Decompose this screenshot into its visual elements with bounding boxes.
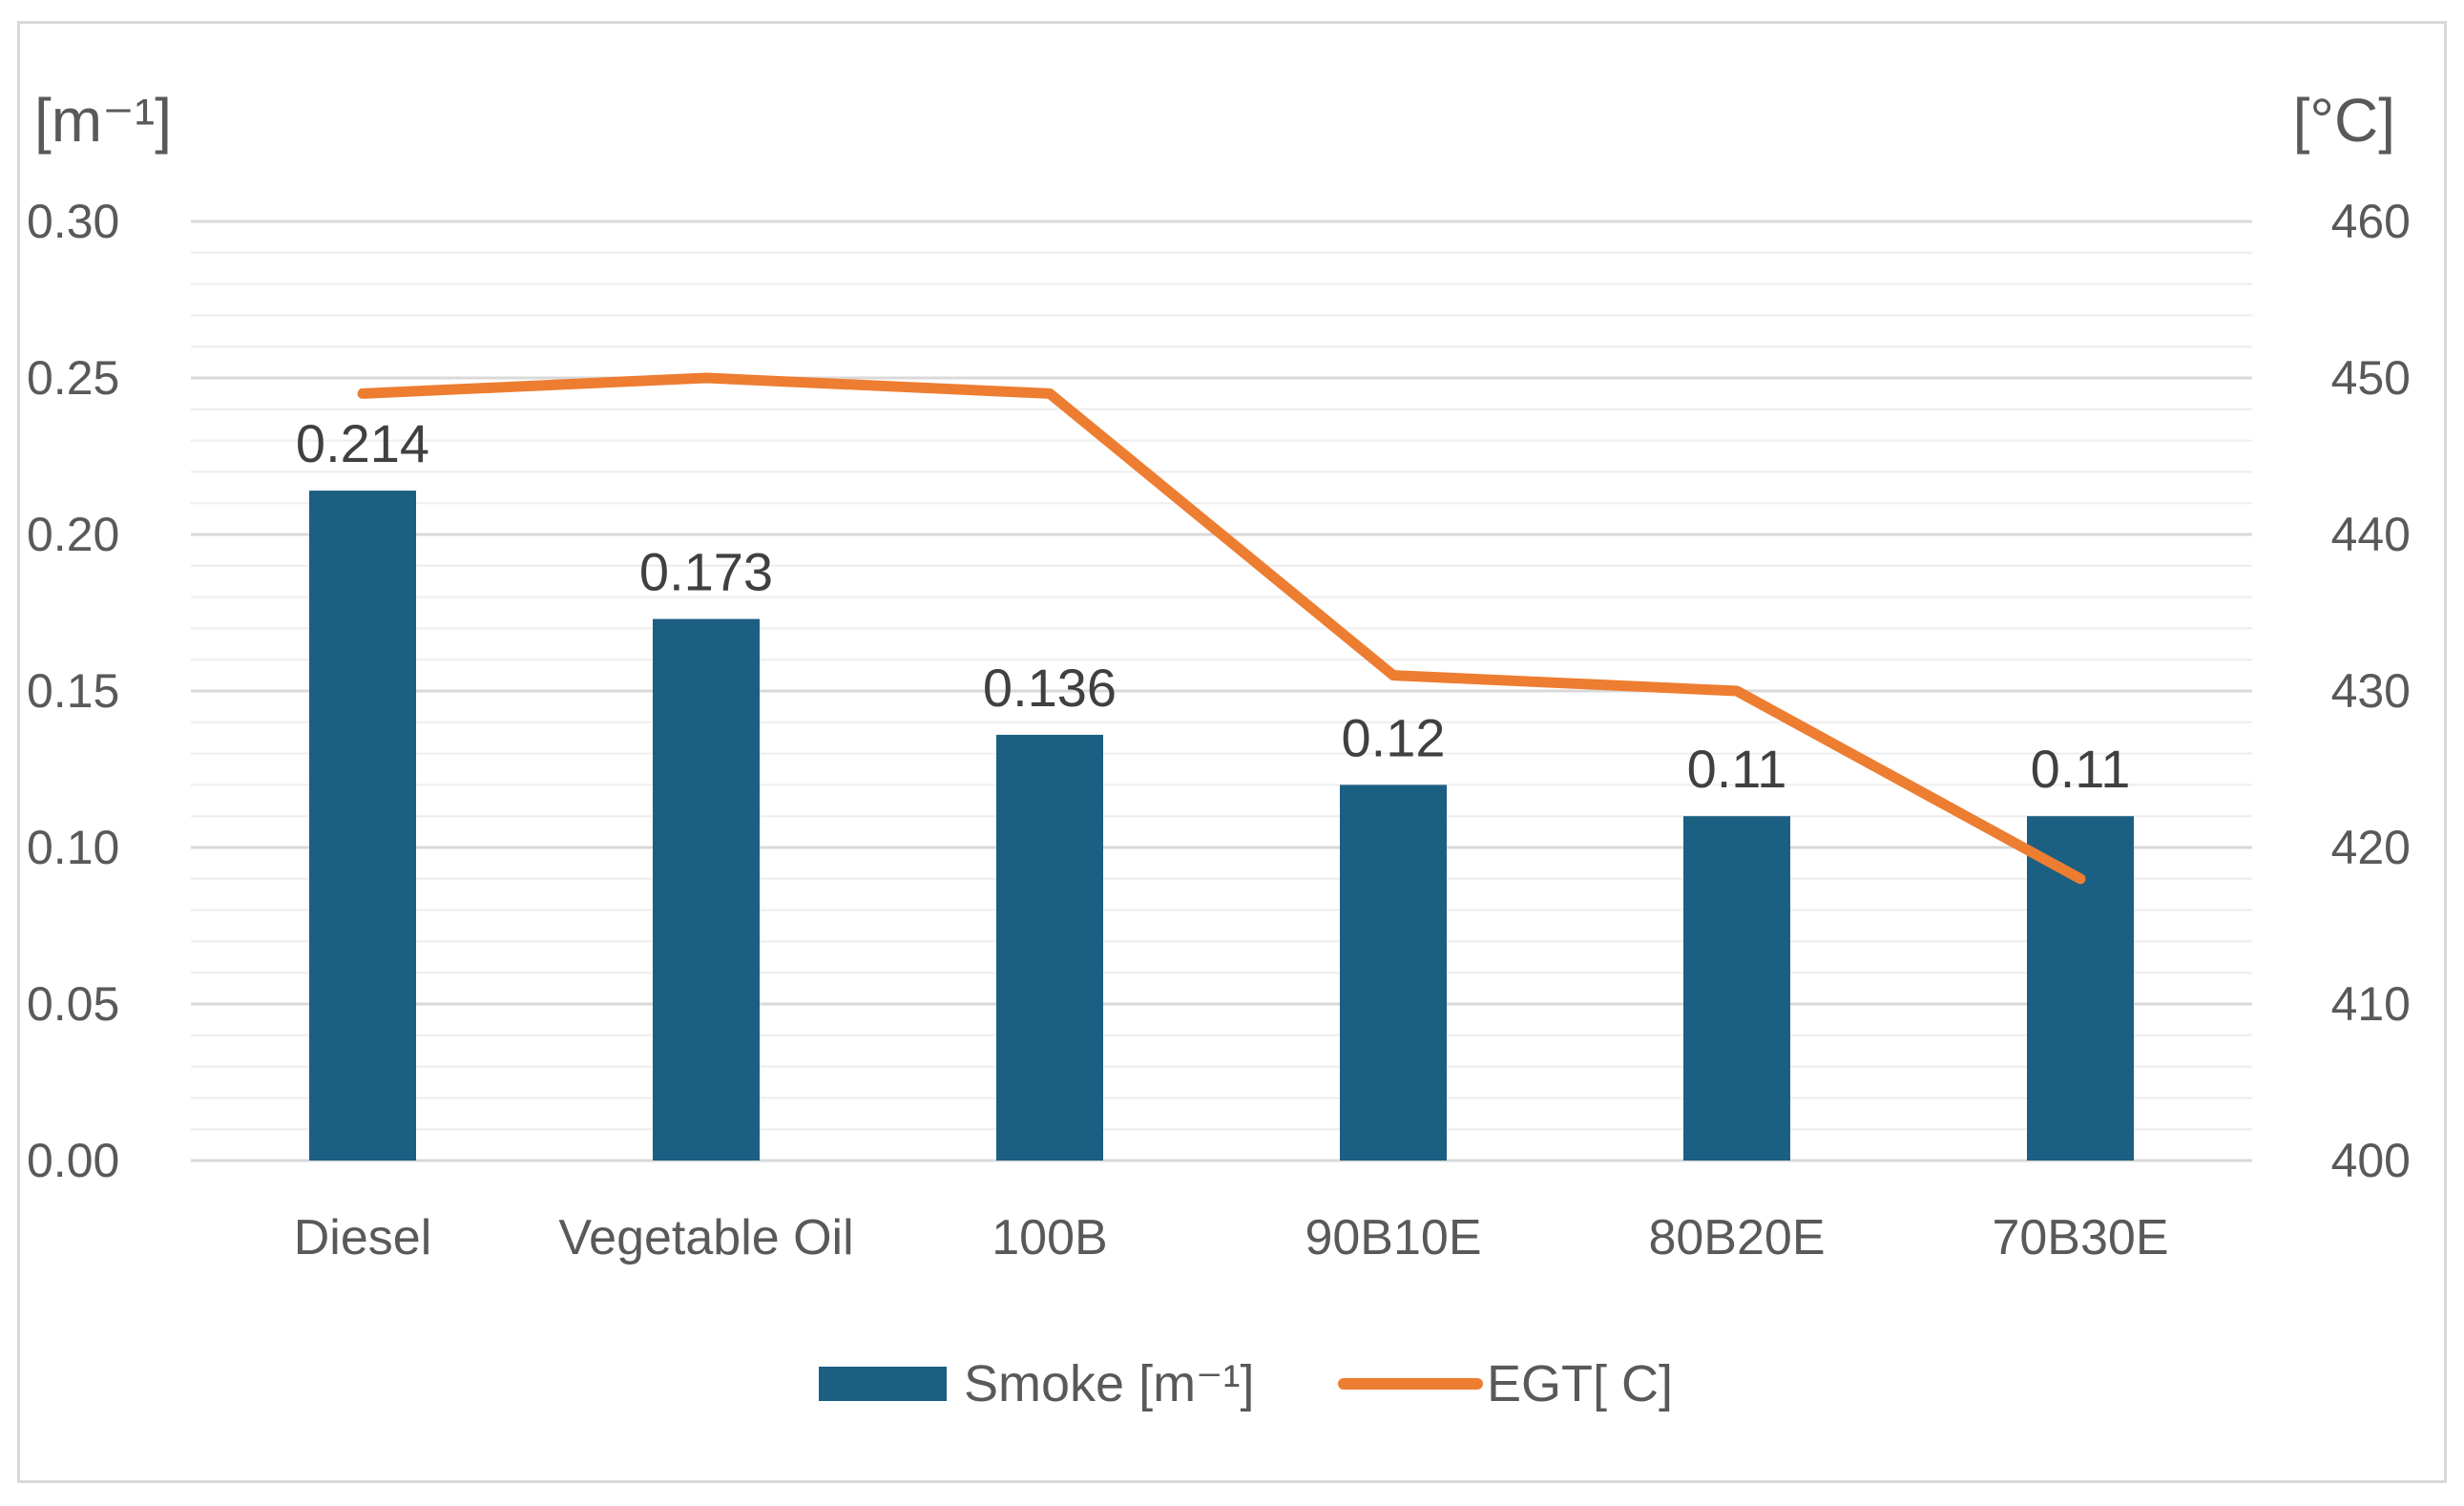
left-tick-label: 0.25 (27, 351, 119, 405)
right-tick-label: 430 (2331, 664, 2411, 718)
category-label: Diesel (294, 1210, 432, 1265)
egt-line-series (357, 372, 2086, 885)
smoke-bar (653, 618, 760, 1161)
smoke-data-label: 0.136 (983, 658, 1117, 718)
left-tick-label: 0.00 (27, 1134, 119, 1187)
smoke-bars (309, 491, 2134, 1161)
category-axis-labels: Diesel Vegetable Oil 100B 90B10E 80B20E 70B30… (294, 1210, 2169, 1265)
smoke-data-label: 0.173 (639, 542, 773, 602)
right-tick-label: 440 (2331, 508, 2411, 561)
right-axis-ticks: 460 450 440 430 420 410 400 (2331, 195, 2411, 1187)
smoke-data-labels: 0.214 0.173 0.136 0.12 0.11 0.11 (296, 413, 2130, 799)
right-tick-label: 410 (2331, 977, 2411, 1031)
right-axis-unit-label: [°C] (2293, 86, 2395, 155)
left-tick-label: 0.20 (27, 508, 119, 561)
left-tick-label: 0.30 (27, 195, 119, 248)
right-tick-label: 400 (2331, 1134, 2411, 1187)
legend-smoke-label: Smoke [m⁻¹] (964, 1355, 1255, 1412)
smoke-bar (1683, 816, 1790, 1161)
smoke-data-label: 0.12 (1342, 707, 1446, 767)
legend-smoke-swatch (819, 1367, 947, 1401)
left-axis-unit-label: [m⁻¹] (34, 86, 172, 155)
right-tick-label: 460 (2331, 195, 2411, 248)
category-label: Vegetable Oil (558, 1210, 853, 1265)
category-label: 80B20E (1648, 1210, 1825, 1265)
smoke-bar (2027, 816, 2134, 1161)
legend: Smoke [m⁻¹] EGT[ C] (819, 1355, 1673, 1412)
category-label: 70B30E (1992, 1210, 2168, 1265)
right-tick-label: 420 (2331, 821, 2411, 874)
smoke-data-label: 0.11 (2031, 739, 2131, 799)
category-label: 100B (992, 1210, 1107, 1265)
smoke-data-label: 0.214 (296, 413, 429, 473)
legend-egt-label: EGT[ C] (1487, 1355, 1673, 1412)
left-tick-label: 0.15 (27, 664, 119, 718)
chart-frame (17, 21, 2447, 1483)
left-axis-ticks: 0.30 0.25 0.20 0.15 0.10 0.05 0.00 (27, 195, 119, 1187)
smoke-data-label: 0.11 (1687, 739, 1787, 799)
category-label: 90B10E (1305, 1210, 1481, 1265)
right-tick-label: 450 (2331, 351, 2411, 405)
grid-lines (191, 220, 2252, 1162)
left-tick-label: 0.10 (27, 821, 119, 874)
egt-line (357, 372, 2086, 885)
smoke-bar (996, 734, 1103, 1161)
left-tick-label: 0.05 (27, 977, 119, 1031)
smoke-bar (1340, 784, 1447, 1161)
smoke-bar (309, 491, 416, 1161)
